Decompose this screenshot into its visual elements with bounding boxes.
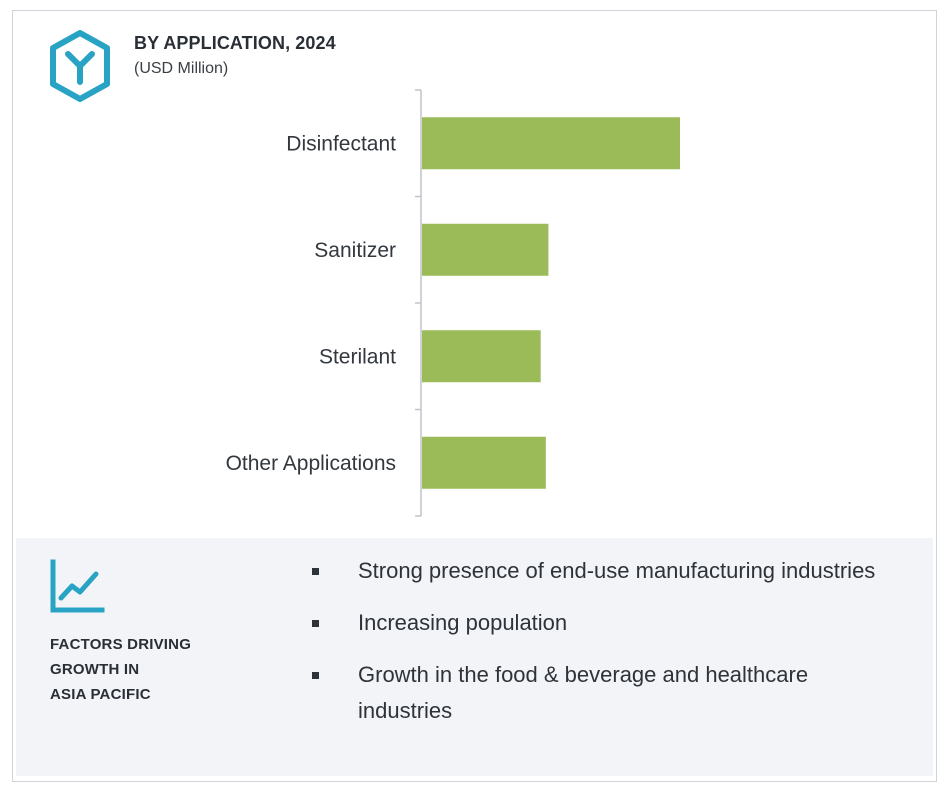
factor-text: Strong presence of end-use manufacturing… (358, 558, 876, 583)
factors-heading-line: ASIA PACIFIC (50, 686, 151, 703)
factors-panel (16, 538, 933, 776)
factors-heading: FACTORS DRIVING GROWTH IN ASIA PACIFIC (50, 632, 191, 707)
category-label: Other Applications (226, 452, 396, 475)
factor-item: Increasing population (307, 605, 937, 641)
factors-heading-line: GROWTH IN (50, 661, 140, 678)
line-chart-icon (50, 559, 105, 613)
bar-sterilant (422, 330, 541, 383)
category-label: Sterilant (319, 345, 396, 368)
factors-list: Strong presence of end-use manufacturing… (307, 553, 937, 745)
bullet-icon (312, 620, 319, 627)
bar-disinfectant (422, 117, 680, 170)
bar-sanitizer (422, 223, 549, 276)
hexagon-logo-icon (50, 30, 110, 102)
factor-text: Growth in the food & beverage and health… (358, 662, 809, 723)
category-label: Sanitizer (314, 239, 396, 262)
factor-text: Increasing population (358, 610, 568, 635)
factor-item: Growth in the food & beverage and health… (307, 657, 878, 729)
factor-item: Strong presence of end-use manufacturing… (307, 553, 937, 589)
bullet-icon (312, 568, 319, 575)
category-label: Disinfectant (286, 132, 396, 155)
bar-other-applications (422, 436, 546, 489)
bullet-icon (312, 672, 319, 679)
bar-chart: Disinfectant Sanitizer Sterilant Other Appl… (226, 89, 680, 517)
chart-subtitle: (USD Million) (134, 60, 229, 77)
chart-title: BY APPLICATION, 2024 (134, 33, 336, 53)
factors-heading-line: FACTORS DRIVING (50, 636, 192, 653)
